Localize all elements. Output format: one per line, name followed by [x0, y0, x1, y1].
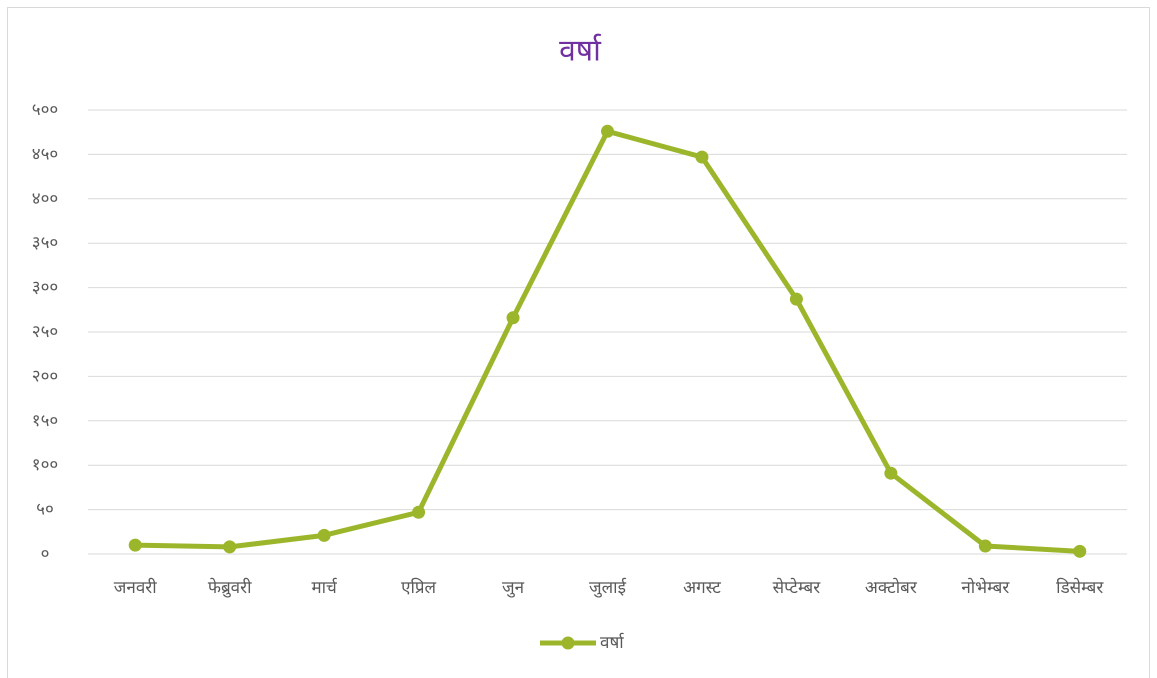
- point: [695, 150, 709, 164]
- point: [789, 292, 803, 306]
- y-tick-label: ०: [41, 544, 50, 564]
- x-tick-label: मार्च: [311, 577, 338, 598]
- point: [128, 538, 142, 552]
- point: [317, 528, 331, 542]
- point: [884, 466, 898, 480]
- x-tick-label: जनवरी: [114, 577, 157, 598]
- x-tick-label: अगस्ट: [683, 578, 721, 598]
- legend-label: वर्षा: [600, 632, 625, 653]
- point: [978, 539, 992, 553]
- chart-border: [7, 7, 1150, 678]
- point: [412, 505, 426, 519]
- x-tick-label: एप्रिल: [401, 577, 436, 598]
- x-tick-label: डिसेम्बर: [1056, 577, 1104, 598]
- point: [223, 540, 237, 554]
- x-tick-label: फेब्रुवरी: [208, 577, 252, 598]
- point: [601, 124, 614, 138]
- y-tick-label: ४५०: [32, 144, 59, 164]
- y-tick-label: १००: [32, 455, 59, 475]
- y-tick-label: २००: [32, 366, 59, 386]
- y-tick-label: ५०: [36, 500, 54, 520]
- x-tick-label: नोभेम्बर: [961, 577, 1010, 598]
- y-tick-label: ३५०: [32, 233, 59, 253]
- y-tick-label: १५०: [32, 411, 59, 431]
- y-tick-label: ४००: [32, 189, 59, 209]
- chart-title: वर्षा: [559, 34, 602, 69]
- legend-marker: [561, 636, 575, 650]
- x-tick-label: जुलाई: [589, 577, 627, 598]
- x-tick-label: जुन: [502, 578, 525, 598]
- point: [1073, 544, 1087, 558]
- y-tick-label: २५०: [32, 322, 59, 342]
- y-tick-label: ५००: [32, 100, 59, 120]
- x-tick-label: अक्टोबर: [865, 577, 918, 598]
- point: [506, 311, 520, 325]
- y-tick-label: ३००: [32, 278, 59, 298]
- x-tick-label: सेप्टेम्बर: [773, 577, 822, 598]
